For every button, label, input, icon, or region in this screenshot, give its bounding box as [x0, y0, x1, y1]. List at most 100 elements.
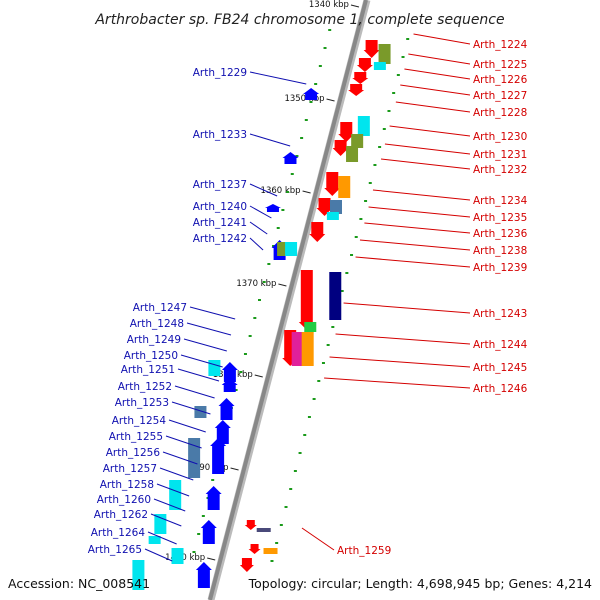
- feature-block: [346, 146, 359, 162]
- feature-block: [208, 360, 221, 376]
- feature-layer: [132, 40, 391, 590]
- gene-label: Arth_1256: [106, 447, 161, 459]
- reverse-gene-arrow: [218, 398, 235, 420]
- leader-layer: [144, 33, 471, 562]
- leader-line: [189, 306, 236, 320]
- forward-gene-arrow: [239, 558, 254, 572]
- gene-label: Arth_1239: [473, 262, 527, 274]
- feature-block: [378, 44, 391, 64]
- gene-label: Arth_1231: [473, 149, 527, 161]
- scale-tick-mark: [254, 374, 263, 378]
- leader-line: [329, 356, 471, 368]
- scale-tick-label: 1360 kbp: [261, 186, 301, 196]
- forward-gene-arrow: [244, 520, 257, 530]
- reverse-gene-arrow: [200, 520, 217, 544]
- gene-label: Arth_1250: [124, 350, 178, 362]
- gene-label: Arth_1228: [473, 107, 527, 119]
- gene-label: Arth_1245: [473, 362, 527, 374]
- scale-tick-mark: [302, 190, 311, 194]
- forward-gene-arrow: [309, 222, 326, 242]
- gene-label: Arth_1251: [121, 364, 175, 376]
- forward-gene-arrow: [316, 198, 333, 216]
- feature-block: [188, 438, 201, 478]
- gene-label: Arth_1242: [193, 233, 247, 245]
- leader-line: [150, 513, 182, 527]
- leader-line: [404, 68, 471, 80]
- leader-line: [389, 125, 471, 137]
- gene-label: Arth_1235: [473, 212, 527, 224]
- leader-line: [359, 239, 471, 251]
- feature-block: [263, 548, 278, 554]
- gene-label: Arth_1240: [193, 201, 247, 213]
- gene-label: Arth_1241: [193, 217, 247, 229]
- scale-tick-mark: [230, 467, 239, 471]
- feature-block: [351, 134, 364, 148]
- accession-text: Accession: NC_008541: [8, 576, 150, 591]
- feature-block: [373, 62, 386, 70]
- feature-block: [148, 536, 161, 544]
- reverse-gene-arrow: [195, 562, 212, 588]
- leader-line: [249, 133, 291, 147]
- label-layer: Arth_1224 Arth_1225 Arth_1226 Arth_1227 Arth…: [88, 39, 528, 557]
- leader-line: [144, 548, 173, 562]
- reverse-gene-arrow: [221, 378, 238, 392]
- gene-label: Arth_1229: [193, 67, 247, 79]
- gene-label: Arth_1234: [473, 195, 528, 207]
- gene-label: Arth_1246: [473, 383, 528, 395]
- forward-gene-arrow: [352, 72, 369, 84]
- gene-label: Arth_1262: [94, 509, 148, 521]
- gene-label: Arth_1233: [193, 129, 247, 141]
- gene-label: Arth_1244: [473, 339, 528, 351]
- forward-gene-arrow: [348, 84, 365, 96]
- forward-gene-arrow: [248, 544, 261, 554]
- leader-line: [395, 101, 471, 113]
- forward-gene-arrow: [363, 40, 380, 58]
- leader-line: [343, 302, 471, 314]
- feature-block: [194, 406, 207, 418]
- forward-gene-arrow: [298, 270, 315, 330]
- scale-tick-label: 1400 kbp: [165, 553, 205, 563]
- leader-line: [249, 183, 278, 197]
- leader-line: [380, 158, 471, 170]
- leader-line: [174, 385, 215, 399]
- leader-line: [324, 377, 471, 389]
- forward-gene-arrow: [332, 140, 349, 156]
- scale-tick-mark: [207, 557, 216, 561]
- scale-tick-mark: [326, 98, 335, 102]
- leader-line: [364, 222, 471, 234]
- reverse-gene-arrow: [282, 152, 299, 164]
- gene-label: Arth_1249: [127, 334, 181, 346]
- scale-tick-label: 1350 kbp: [284, 94, 324, 104]
- gene-label: Arth_1254: [112, 415, 167, 427]
- gene-label: Arth_1259: [337, 545, 391, 557]
- feature-block: [171, 548, 184, 564]
- leader-line: [168, 419, 206, 433]
- feature-block: [256, 528, 271, 532]
- feature-block: [357, 116, 370, 136]
- leader-line: [408, 53, 471, 65]
- reverse-gene-arrow: [205, 486, 222, 510]
- leader-line: [372, 189, 471, 201]
- topology-text: Topology: circular; Length: 4,698,945 bp…: [248, 576, 592, 591]
- gene-label: Arth_1226: [473, 74, 528, 86]
- feature-block: [338, 176, 351, 198]
- leader-line: [156, 483, 190, 497]
- leader-line: [384, 143, 471, 155]
- gene-label: Arth_1264: [91, 527, 146, 539]
- leader-line: [162, 451, 198, 465]
- leader-line: [400, 84, 471, 96]
- feature-block: [304, 322, 317, 332]
- gene-label: Arth_1224: [473, 39, 528, 51]
- leader-line: [249, 221, 268, 235]
- feature-block: [330, 200, 342, 214]
- leader-line: [165, 435, 202, 449]
- gene-label: Arth_1257: [103, 463, 157, 475]
- gene-label: Arth_1253: [115, 397, 169, 409]
- leader-line: [368, 206, 471, 218]
- scale-tick-label: 1340 kbp: [309, 0, 349, 10]
- scale-tick-mark: [350, 4, 360, 8]
- leader-line: [249, 237, 264, 251]
- gene-label: Arth_1248: [130, 318, 184, 330]
